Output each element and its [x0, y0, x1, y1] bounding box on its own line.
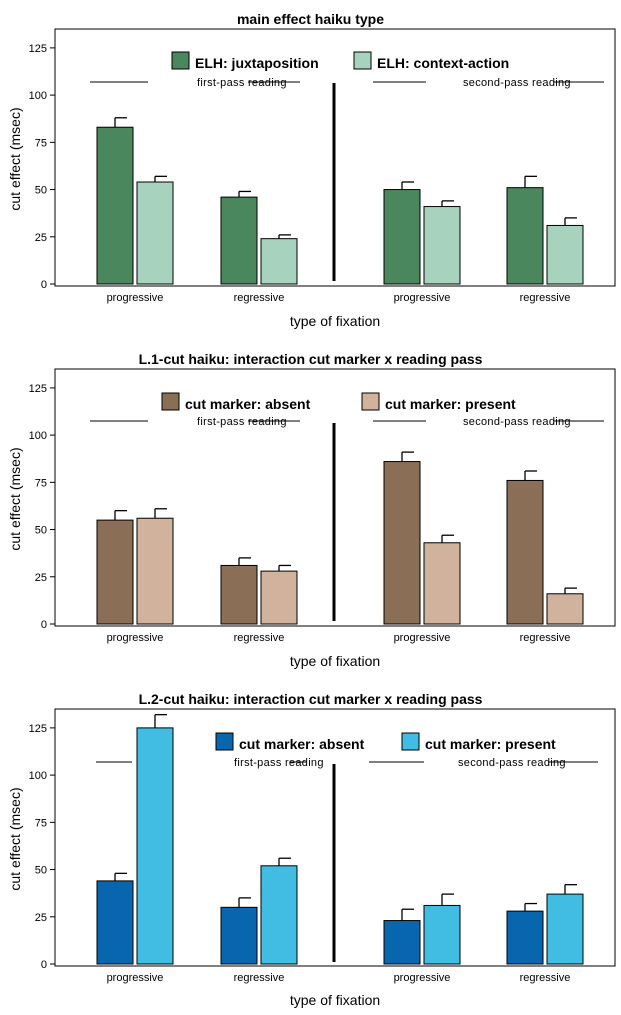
chart-title: L.1-cut haiku: interaction cut marker x …: [139, 351, 483, 367]
y-tick-label: 50: [35, 185, 47, 197]
y-tick-label: 0: [41, 619, 47, 631]
legend-swatch: [171, 51, 190, 70]
y-tick-label: 50: [35, 525, 47, 537]
reading-pass-label: first-pass reading: [234, 757, 324, 769]
y-tick-label: 100: [29, 430, 47, 442]
bar: [136, 517, 174, 625]
legend-label: ELH: context-action: [377, 55, 509, 71]
x-category-label: progressive: [107, 292, 164, 304]
y-tick-label: 100: [29, 770, 47, 782]
x-category-label: regressive: [234, 972, 285, 984]
chart-title: L.2-cut haiku: interaction cut marker x …: [139, 691, 483, 707]
bar: [506, 187, 544, 285]
x-axis-label: type of fixation: [290, 313, 380, 329]
bar: [423, 206, 461, 285]
bar: [546, 893, 584, 965]
bar: [96, 519, 134, 625]
x-category-label: regressive: [520, 632, 571, 644]
chart-panel-1: main effect haiku type 0 25 50 75 100 125 cut e…: [7, 11, 616, 329]
reading-pass-label: first-pass reading: [197, 416, 287, 428]
bar: [260, 238, 298, 285]
legend-label: ELH: juxtaposition: [195, 55, 319, 71]
y-tick-label: 0: [41, 279, 47, 291]
y-tick-label: 75: [35, 137, 47, 149]
legend-swatch: [353, 51, 372, 70]
y-tick-label: 75: [35, 817, 47, 829]
legend-swatch: [361, 392, 380, 411]
plot-frame: [54, 28, 616, 287]
y-tick-label: 25: [35, 572, 47, 584]
bar: [383, 461, 421, 625]
chart-panel-3: L.2-cut haiku: interaction cut marker x …: [7, 691, 616, 1008]
bar: [136, 727, 174, 965]
chart-panel-2: L.1-cut haiku: interaction cut marker x …: [7, 351, 616, 669]
bar: [423, 542, 461, 625]
bar: [220, 564, 258, 625]
bar: [383, 920, 421, 965]
y-tick-label: 50: [35, 865, 47, 877]
x-category-label: regressive: [520, 292, 571, 304]
bar: [546, 593, 584, 625]
y-tick-label: 0: [41, 959, 47, 971]
y-tick-label: 25: [35, 232, 47, 244]
y-axis-label: cut effect (msec): [7, 107, 23, 210]
bar: [220, 196, 258, 285]
bar: [96, 880, 134, 965]
legend-swatch: [401, 732, 420, 751]
x-axis-label: type of fixation: [290, 992, 380, 1008]
x-category-label: progressive: [394, 632, 451, 644]
bar: [383, 189, 421, 285]
x-category-label: progressive: [394, 292, 451, 304]
y-axis-label: cut effect (msec): [7, 787, 23, 890]
x-category-label: progressive: [107, 632, 164, 644]
x-category-label: regressive: [520, 972, 571, 984]
bar: [546, 224, 584, 285]
bar: [96, 126, 134, 285]
legend-swatch: [161, 392, 180, 411]
y-tick-label: 125: [29, 723, 47, 735]
bar: [506, 910, 544, 965]
bar: [506, 479, 544, 625]
legend-label: cut marker: absent: [185, 396, 311, 412]
x-axis-label: type of fixation: [290, 653, 380, 669]
plot-frame: [54, 708, 616, 967]
x-category-label: regressive: [234, 292, 285, 304]
plot-frame: [54, 368, 616, 627]
bar: [260, 865, 298, 965]
reading-pass-label: second-pass reading: [463, 77, 571, 89]
reading-pass-label: second-pass reading: [458, 757, 566, 769]
reading-pass-label: second-pass reading: [463, 416, 571, 428]
legend-swatch: [215, 732, 234, 751]
legend-label: cut marker: present: [425, 736, 556, 752]
y-tick-label: 125: [29, 43, 47, 55]
bar: [136, 181, 174, 285]
x-category-label: progressive: [107, 972, 164, 984]
legend-label: cut marker: present: [385, 396, 516, 412]
y-tick-label: 25: [35, 912, 47, 924]
chart-title: main effect haiku type: [237, 11, 384, 27]
bar: [260, 570, 298, 625]
x-category-label: progressive: [394, 972, 451, 984]
bar: [423, 904, 461, 965]
y-tick-label: 100: [29, 90, 47, 102]
y-tick-label: 125: [29, 383, 47, 395]
x-category-label: regressive: [234, 632, 285, 644]
legend-label: cut marker: absent: [239, 736, 365, 752]
y-axis-label: cut effect (msec): [7, 447, 23, 550]
reading-pass-label: first-pass reading: [197, 77, 287, 89]
y-tick-label: 75: [35, 477, 47, 489]
bar: [220, 906, 258, 965]
